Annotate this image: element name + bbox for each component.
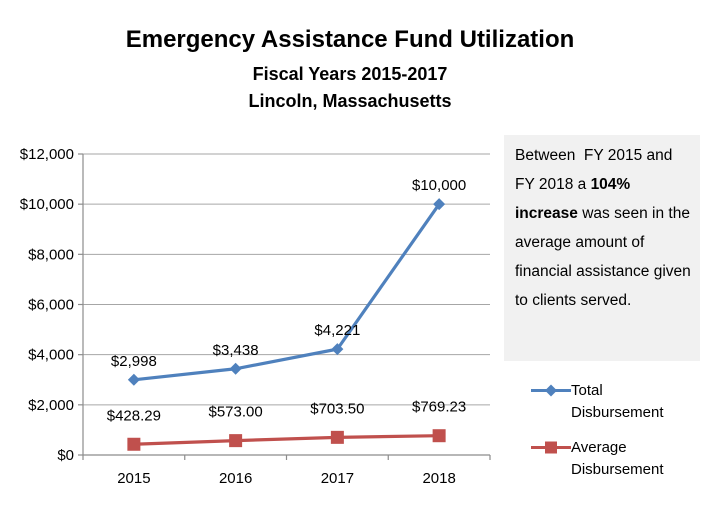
data-label-total-disbursement-2017: $4,221 [314, 322, 360, 339]
x-tick-label: 2018 [422, 470, 455, 487]
data-label-average-disbursement-2017: $703.50 [310, 400, 364, 417]
annotation-text-before: Between FY 2015 and FY 2018 a [515, 147, 677, 193]
data-label-average-disbursement-2016: $573.00 [209, 404, 263, 421]
legend-label-total-disbursement: Total Disbursement [571, 382, 664, 421]
annotation-text-bold: 104% increase [515, 176, 635, 222]
x-tick-label: 2017 [321, 470, 354, 487]
data-label-average-disbursement-2015: $428.29 [107, 407, 161, 424]
x-tick-label: 2016 [219, 470, 252, 487]
marker-average-disbursement-2015 [127, 437, 141, 451]
data-label-total-disbursement-2018: $10,000 [412, 177, 466, 194]
y-tick-label: $8,000 [28, 246, 74, 263]
data-label-total-disbursement-2015: $2,998 [111, 353, 157, 370]
marker-total-disbursement-2017 [331, 343, 344, 356]
x-tick-label: 2015 [117, 470, 150, 487]
data-label-average-disbursement-2018: $769.23 [412, 399, 466, 416]
legend: Total Disbursement Average Disbursement [531, 380, 676, 481]
y-tick-label: $12,000 [20, 146, 74, 163]
y-tick-label: $4,000 [28, 347, 74, 364]
series-line-average-disbursement [132, 434, 441, 446]
marker-average-disbursement-2017 [330, 430, 344, 444]
legend-label-average-disbursement: Average Disbursement [571, 439, 664, 478]
annotation-box: Between FY 2015 and FY 2018 a 104% incre… [504, 135, 700, 361]
marker-total-disbursement-2018 [433, 198, 446, 211]
y-tick-label: $6,000 [28, 297, 74, 314]
series-line-total-disbursement [132, 202, 441, 382]
chart-subtitle-location: Lincoln, Massachusetts [248, 91, 452, 111]
marker-total-disbursement-2015 [127, 373, 140, 386]
y-tick-label: $2,000 [28, 397, 74, 414]
legend-marker-average-square-icon [531, 441, 571, 454]
legend-marker-total-diamond-icon [531, 384, 571, 397]
annotation-text-after: was seen in the average amount of financ… [515, 205, 696, 309]
data-label-total-disbursement-2016: $3,438 [213, 342, 259, 359]
marker-average-disbursement-2016 [229, 434, 243, 448]
marker-average-disbursement-2018 [432, 429, 446, 443]
legend-item-average-disbursement: Average Disbursement [531, 437, 676, 481]
marker-total-disbursement-2016 [229, 362, 242, 375]
y-tick-label: $10,000 [20, 196, 74, 213]
chart-subtitle-years: Fiscal Years 2015-2017 [252, 64, 448, 84]
chart-title: Emergency Assistance Fund Utilization [125, 26, 575, 53]
y-tick-label: $0 [57, 447, 74, 464]
legend-item-total-disbursement: Total Disbursement [531, 380, 676, 424]
